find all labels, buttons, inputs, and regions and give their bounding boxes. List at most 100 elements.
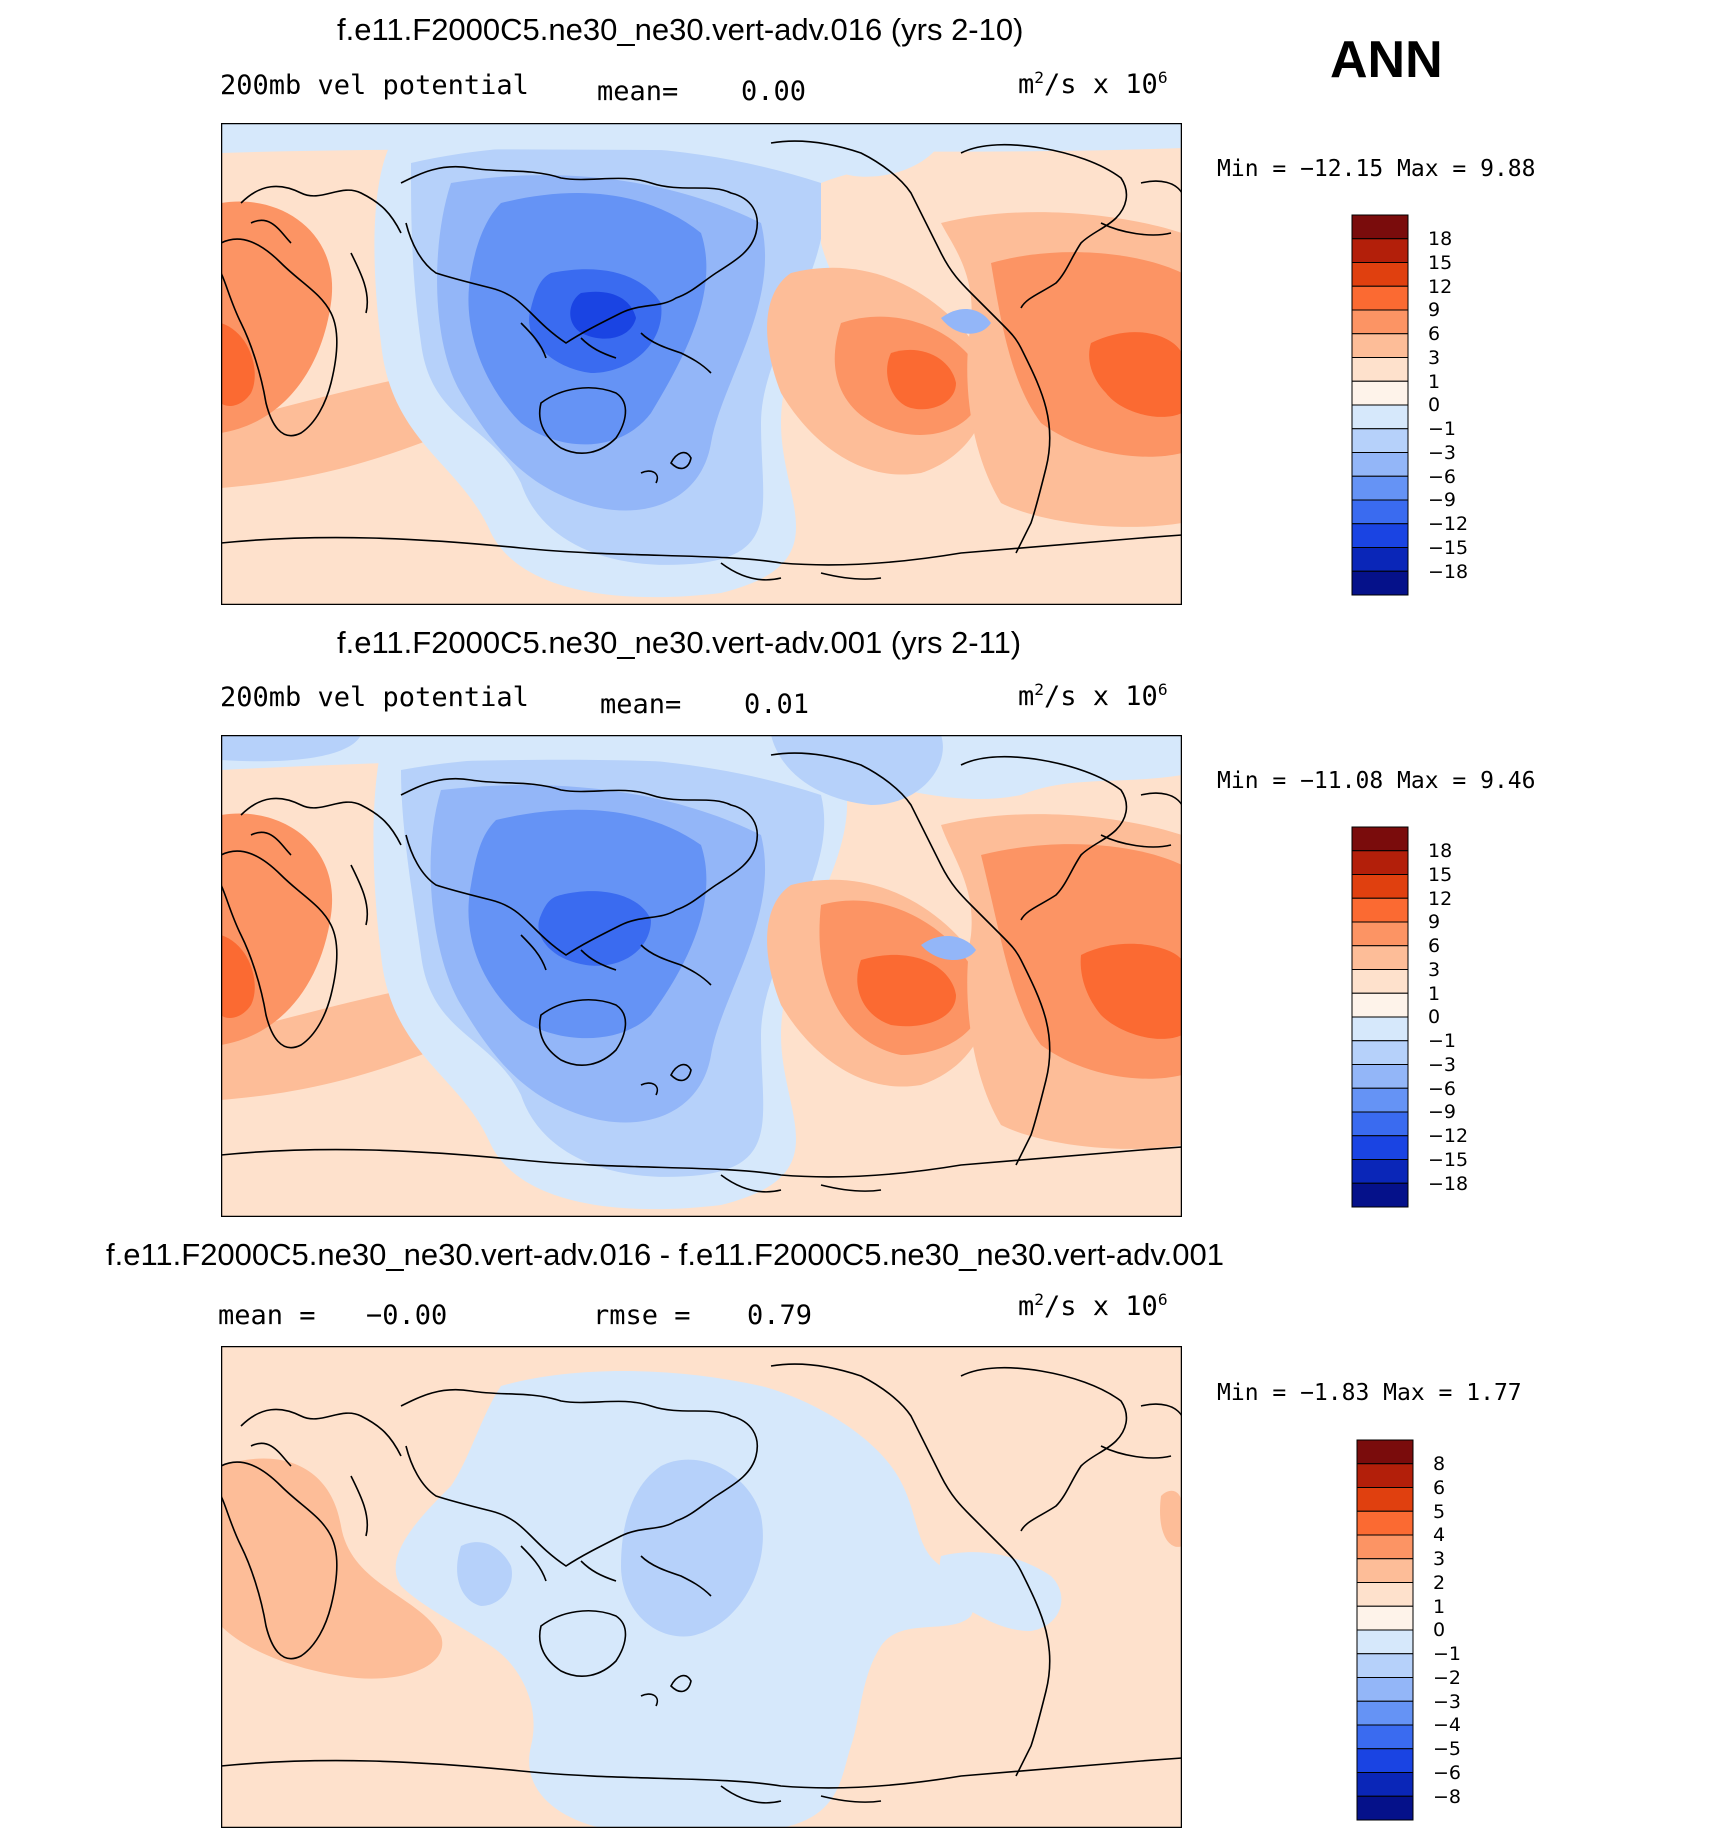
- colorbar-tick-label: 3: [1433, 1548, 1446, 1570]
- colorbar-tick-label: 15: [1428, 863, 1453, 886]
- panel3-mean-value: −0.00: [366, 1300, 448, 1331]
- colorbar-tick-label: −3: [1428, 1053, 1457, 1076]
- panel1-colorbar: [1351, 214, 1409, 596]
- colorbar-box: [1351, 570, 1409, 596]
- colorbar-box: [1356, 1795, 1414, 1821]
- colorbar-tick-label: 18: [1428, 228, 1453, 250]
- colorbar-box: [1351, 547, 1409, 572]
- colorbar-tick-label: 0: [1428, 1006, 1441, 1029]
- colorbar-box: [1351, 475, 1409, 501]
- colorbar-tick-label: −15: [1428, 1148, 1469, 1171]
- colorbar-box: [1356, 1605, 1414, 1631]
- colorbar-tick-label: −8: [1433, 1785, 1462, 1808]
- panel3-colorbar-boxes: [1356, 1439, 1414, 1821]
- colorbar-tick-label: −5: [1433, 1738, 1462, 1760]
- colorbar-tick-label: 6: [1428, 323, 1441, 345]
- colorbar-tick-label: 3: [1428, 958, 1441, 981]
- colorbar-box: [1351, 945, 1409, 970]
- colorbar-box: [1356, 1582, 1414, 1607]
- colorbar-box: [1351, 1040, 1409, 1065]
- colorbar-tick-label: 12: [1428, 275, 1453, 298]
- colorbar-tick-label: −18: [1428, 1172, 1469, 1195]
- colorbar-box: [1351, 404, 1409, 430]
- colorbar-tick-label: −6: [1428, 465, 1457, 488]
- panel1-field-label: 200mb vel potential: [220, 70, 529, 101]
- colorbar-box: [1351, 428, 1409, 453]
- colorbar-box: [1356, 1534, 1414, 1560]
- panel2-title: f.e11.F2000C5.ne30_ne30.vert-adv.001 (yr…: [337, 625, 1022, 660]
- colorbar-tick-label: −3: [1433, 1690, 1462, 1713]
- panel3-map: [221, 1346, 1182, 1828]
- colorbar-box: [1356, 1463, 1414, 1488]
- panel3-rmse-value: 0.79: [747, 1300, 813, 1331]
- colorbar-tick-label: 18: [1428, 840, 1453, 862]
- panel1-minmax: Min = −12.15 Max = 9.88: [1217, 156, 1536, 182]
- panel1-title: f.e11.F2000C5.ne30_ne30.vert-adv.016 (yr…: [337, 12, 1024, 47]
- colorbar-box: [1351, 850, 1409, 875]
- colorbar-tick-label: −12: [1428, 1125, 1469, 1147]
- colorbar-tick-label: −1: [1433, 1643, 1462, 1665]
- colorbar-tick-label: −6: [1433, 1761, 1462, 1784]
- panel2-field-label: 200mb vel potential: [220, 682, 529, 713]
- colorbar-box: [1351, 969, 1409, 994]
- colorbar-box: [1351, 992, 1409, 1018]
- colorbar-tick-label: 9: [1428, 299, 1441, 322]
- colorbar-tick-label: 3: [1428, 346, 1441, 369]
- panel2-colorbar-boxes: [1351, 826, 1409, 1208]
- colorbar-tick-label: −15: [1428, 536, 1469, 559]
- panel1-mean-label: mean=: [597, 76, 679, 107]
- panel3-title: f.e11.F2000C5.ne30_ne30.vert-adv.016 - f…: [106, 1237, 1224, 1272]
- colorbar-box: [1351, 874, 1409, 899]
- colorbar-box: [1351, 452, 1409, 477]
- colorbar-box: [1356, 1677, 1414, 1702]
- colorbar-box: [1351, 357, 1409, 382]
- colorbar-box: [1356, 1724, 1414, 1750]
- panel2-units: m2/s x 106: [1018, 680, 1168, 712]
- colorbar-box: [1351, 238, 1409, 263]
- colorbar-box: [1351, 262, 1409, 287]
- colorbar-box: [1356, 1772, 1414, 1797]
- colorbar-tick-label: −1: [1428, 418, 1457, 440]
- colorbar-box: [1351, 826, 1409, 852]
- colorbar-box: [1351, 309, 1409, 335]
- panel2-map: [221, 735, 1182, 1217]
- colorbar-tick-label: −4: [1433, 1714, 1462, 1737]
- colorbar-box: [1351, 214, 1409, 240]
- panel1-units: m2/s x 106: [1018, 68, 1168, 100]
- colorbar-box: [1351, 499, 1409, 525]
- colorbar-tick-label: 15: [1428, 251, 1453, 274]
- panel1-map: [221, 123, 1182, 605]
- panel2-mean-label: mean=: [600, 689, 682, 720]
- colorbar-box: [1351, 1087, 1409, 1113]
- colorbar-box: [1351, 1182, 1409, 1208]
- colorbar-box: [1351, 897, 1409, 923]
- colorbar-tick-label: 8: [1433, 1453, 1446, 1475]
- colorbar-tick-label: −3: [1428, 441, 1457, 464]
- panel2-colorbar: [1351, 826, 1409, 1208]
- colorbar-box: [1351, 1111, 1409, 1137]
- colorbar-tick-label: 1: [1428, 982, 1441, 1005]
- panel3-colorbar: [1356, 1439, 1414, 1821]
- colorbar-box: [1351, 380, 1409, 406]
- colorbar-box: [1351, 333, 1409, 358]
- colorbar-box: [1351, 1159, 1409, 1184]
- colorbar-box: [1356, 1439, 1414, 1465]
- colorbar-tick-label: 0: [1433, 1619, 1446, 1642]
- colorbar-tick-label: 2: [1433, 1571, 1446, 1594]
- colorbar-box: [1356, 1653, 1414, 1678]
- colorbar-tick-label: −2: [1433, 1666, 1462, 1689]
- colorbar-tick-label: 1: [1433, 1595, 1446, 1618]
- panel3-minmax: Min = −1.83 Max = 1.77: [1217, 1380, 1522, 1406]
- colorbar-box: [1351, 1064, 1409, 1089]
- colorbar-tick-label: −12: [1428, 513, 1469, 535]
- colorbar-tick-label: 5: [1433, 1500, 1446, 1523]
- panel3-units: m2/s x 106: [1018, 1290, 1168, 1322]
- colorbar-box: [1356, 1629, 1414, 1655]
- colorbar-tick-label: 9: [1428, 911, 1441, 934]
- panel3-mean-label: mean =: [218, 1300, 316, 1331]
- colorbar-box: [1356, 1510, 1414, 1536]
- panel2-mean-value: 0.01: [744, 689, 810, 720]
- colorbar-box: [1356, 1558, 1414, 1583]
- colorbar-box: [1351, 285, 1409, 311]
- panel1-mean-value: 0.00: [741, 76, 807, 107]
